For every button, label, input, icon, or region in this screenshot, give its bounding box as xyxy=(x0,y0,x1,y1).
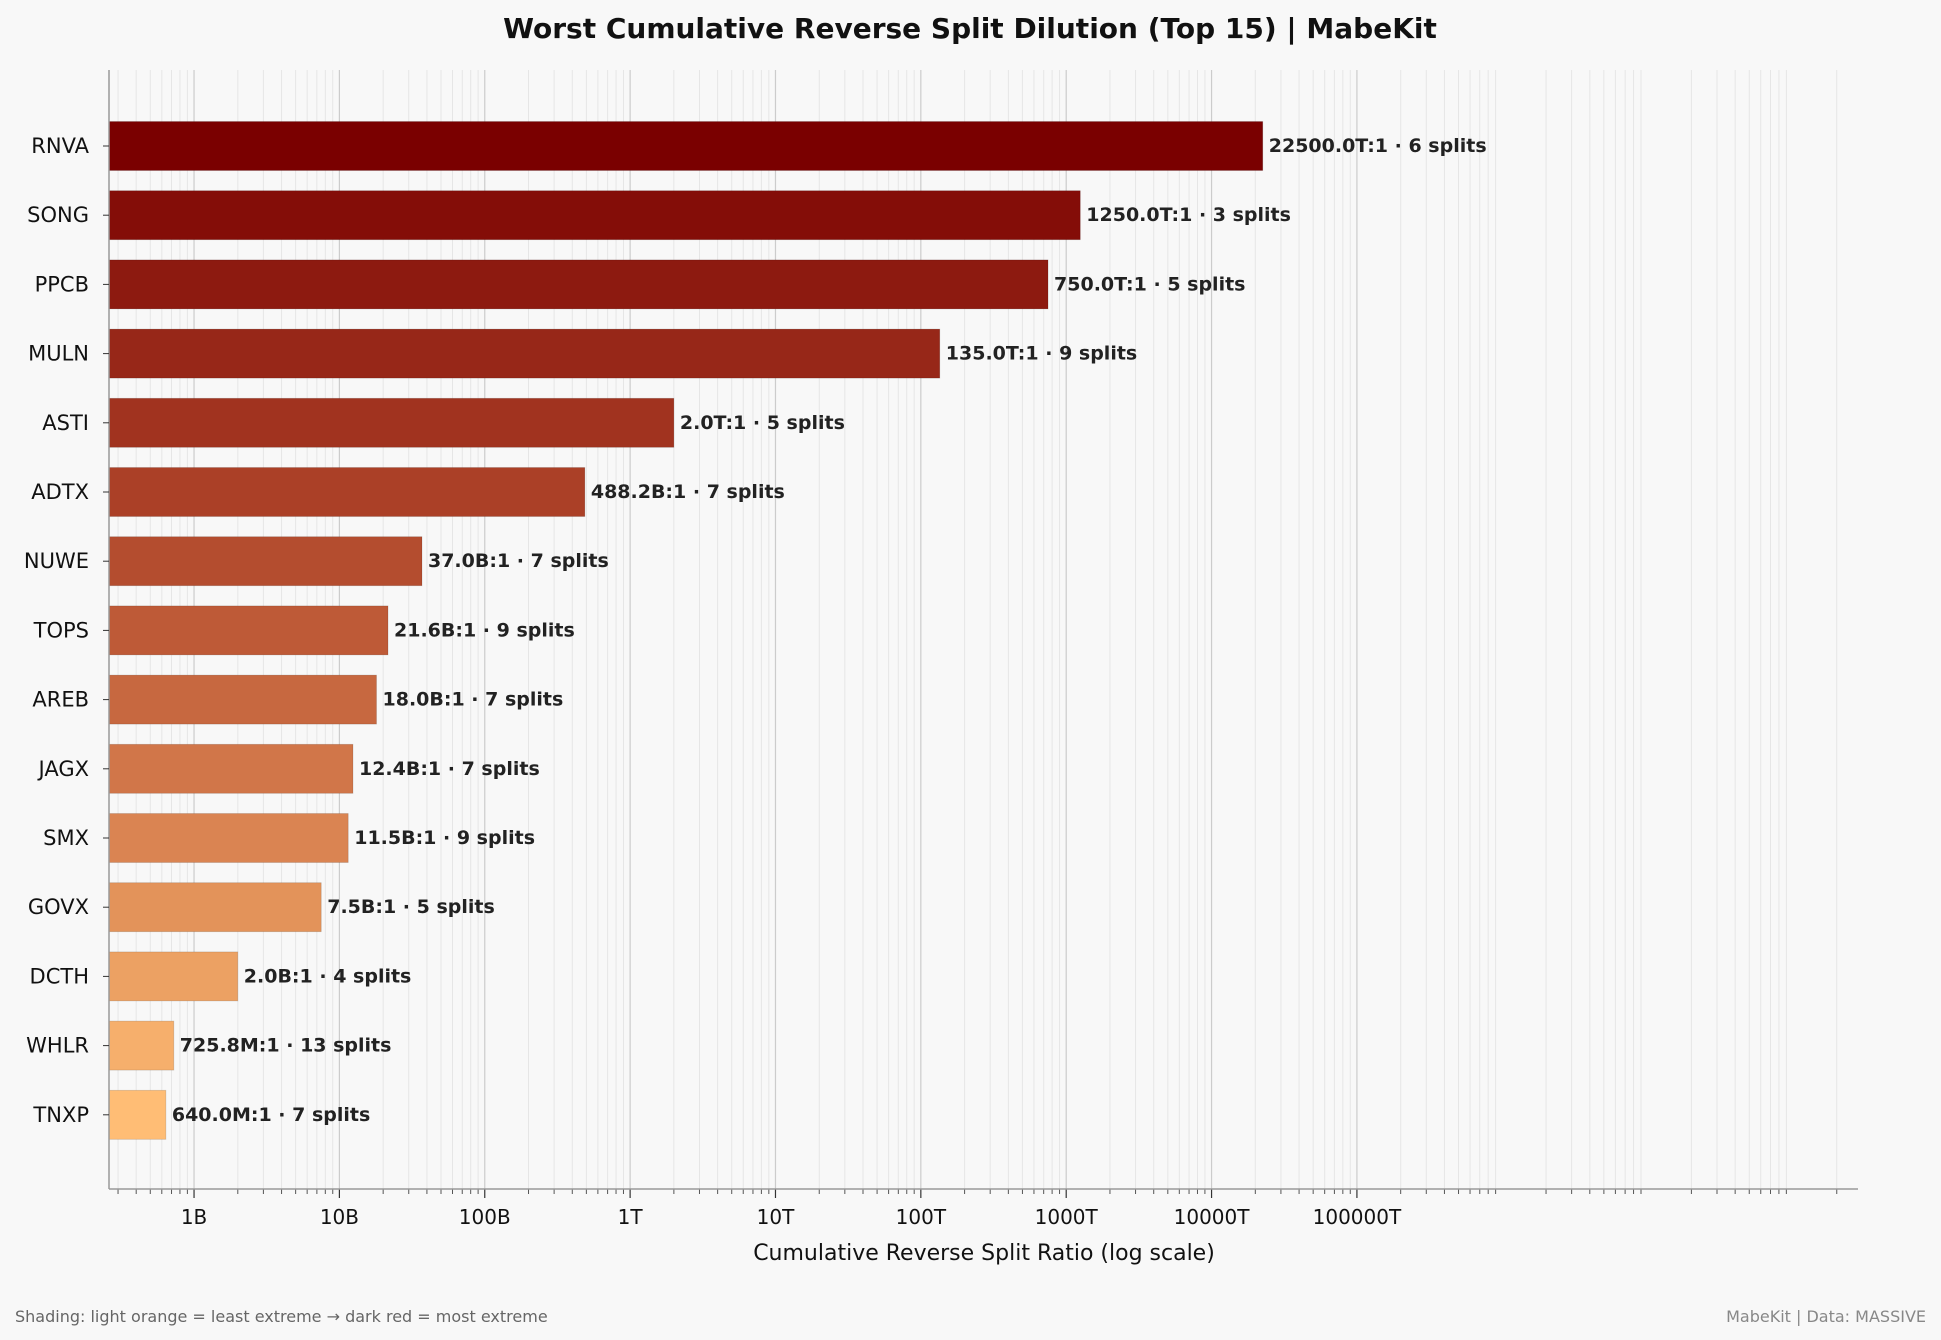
x-tick-label: 100B xyxy=(459,1205,511,1229)
bar-adtx xyxy=(108,467,586,517)
y-tick-label: JAGX xyxy=(37,757,89,781)
y-tick-label: PPCB xyxy=(35,272,89,296)
bar-value-label: 22500.0T:1 · 6 splits xyxy=(1269,135,1487,157)
bar-value-label: 21.6B:1 · 9 splits xyxy=(394,619,575,641)
y-tick-label: WHLR xyxy=(26,1034,89,1058)
bar-value-label: 18.0B:1 · 7 splits xyxy=(383,689,564,711)
x-tick-label: 10B xyxy=(320,1205,359,1229)
bar-value-label: 12.4B:1 · 7 splits xyxy=(359,758,540,780)
x-tick-label: 1B xyxy=(181,1205,207,1229)
bar-dcth xyxy=(108,951,239,1002)
bar-tnxp xyxy=(108,1089,167,1140)
footer-shading-note: Shading: light orange = least extreme → … xyxy=(15,1307,548,1326)
x-axis-label: Cumulative Reverse Split Ratio (log scal… xyxy=(753,1241,1215,1266)
bar-smx xyxy=(108,813,349,863)
bar-song xyxy=(108,190,1081,241)
y-tick-label: ASTI xyxy=(42,411,89,435)
y-tick-label: GOVX xyxy=(28,895,89,919)
x-tick-label: 1T xyxy=(618,1205,644,1229)
bar-ppcb xyxy=(108,259,1049,310)
bar-asti xyxy=(108,397,675,448)
y-tick-label: NUWE xyxy=(24,549,89,573)
x-tick-label: 100000T xyxy=(1313,1205,1402,1229)
bar-tops xyxy=(108,605,389,656)
y-tick-label: SONG xyxy=(27,203,89,227)
y-tick-label: DCTH xyxy=(30,964,89,988)
y-tick-label: TNXP xyxy=(32,1103,89,1127)
bar-govx xyxy=(108,882,322,933)
bar-value-label: 11.5B:1 · 9 splits xyxy=(354,827,535,849)
y-tick-label: SMX xyxy=(43,826,89,850)
bar-value-label: 750.0T:1 · 5 splits xyxy=(1054,273,1245,295)
bar-jagx xyxy=(108,743,354,794)
x-tick-label: 1000T xyxy=(1035,1205,1099,1229)
bar-muln xyxy=(108,328,941,379)
x-tick-label: 100T xyxy=(896,1205,947,1229)
bar-value-label: 725.8M:1 · 13 splits xyxy=(180,1035,392,1057)
footer-credit: MabeKit | Data: MASSIVE xyxy=(1726,1307,1926,1326)
chart-title: Worst Cumulative Reverse Split Dilution … xyxy=(503,12,1437,45)
x-tick-label: 10000T xyxy=(1174,1205,1251,1229)
y-tick-label: AREB xyxy=(32,688,89,712)
bar-value-label: 135.0T:1 · 9 splits xyxy=(946,343,1137,365)
bar-value-label: 2.0T:1 · 5 splits xyxy=(680,412,845,434)
y-tick-label: MULN xyxy=(28,342,89,366)
bar-value-label: 1250.0T:1 · 3 splits xyxy=(1086,204,1291,226)
y-tick-label: TOPS xyxy=(33,618,89,642)
bar-whlr xyxy=(108,1020,175,1071)
bar-rnva xyxy=(108,121,1264,171)
bar-nuwe xyxy=(108,536,423,587)
y-tick-label: ADTX xyxy=(31,480,89,504)
bar-value-label: 7.5B:1 · 5 splits xyxy=(327,896,495,918)
bar-value-label: 2.0B:1 · 4 splits xyxy=(244,965,412,987)
y-tick-label: RNVA xyxy=(31,134,89,158)
bar-value-label: 37.0B:1 · 7 splits xyxy=(428,550,609,572)
bars: RNVA 22500.0T:1 · 6 splits SONG 1250.0T:1 ·… xyxy=(24,121,1487,1140)
bar-value-label: 488.2B:1 · 7 splits xyxy=(591,481,785,503)
bar-areb xyxy=(108,674,377,725)
bar-value-label: 640.0M:1 · 7 splits xyxy=(172,1104,370,1126)
x-axis: 1B 10B 100B 1T 10T 100T 1000T 10000T 100000T xyxy=(103,70,1858,1229)
x-tick-label: 10T xyxy=(757,1205,795,1229)
